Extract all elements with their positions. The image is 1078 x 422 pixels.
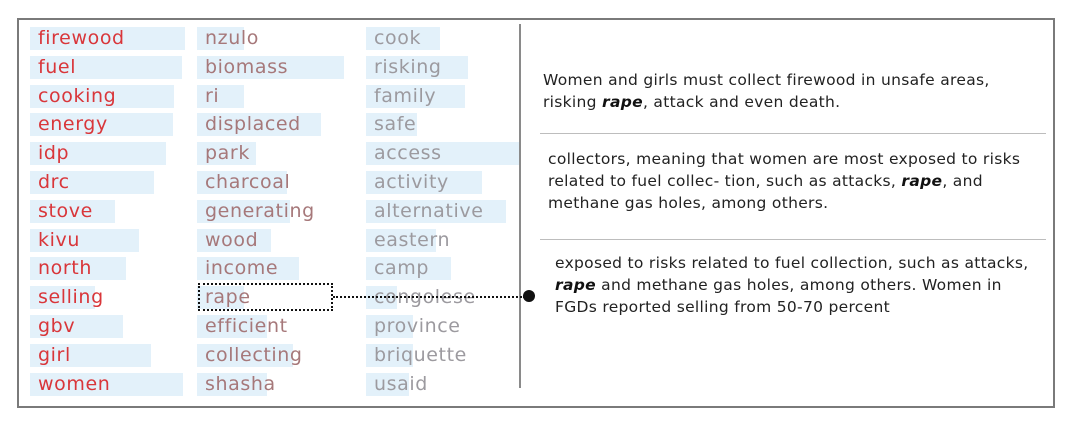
document-snippet-1: Women and girls must collect firewood in… (543, 69, 1023, 113)
term-label: wood (205, 228, 259, 251)
term-label: shasha (205, 372, 276, 395)
term-label: rape (205, 286, 251, 309)
term-weight-bar (197, 257, 299, 281)
term-label: idp (38, 142, 70, 165)
snippet-text-after: , and methane gas holes, among others. (548, 172, 983, 212)
term-label: park (205, 142, 250, 165)
snippet-text-before: Women and girls must collect firewood in… (543, 71, 990, 111)
term-label: women (38, 372, 111, 395)
term-label: alternative (374, 199, 484, 222)
term-label: nzulo (205, 27, 259, 49)
snippet-text-after: , attack and even death. (642, 93, 841, 111)
term-label: cooking (38, 84, 117, 107)
term-weight-bar (30, 113, 173, 137)
snippet-highlight: rape (602, 93, 643, 111)
term-weight-bar (366, 142, 521, 166)
term-weight-bar (366, 343, 413, 367)
term-weight-bar (366, 113, 417, 137)
snippet-separator (540, 239, 1046, 240)
term-weight-bar (30, 314, 123, 338)
snippet-text-before: collectors, meaning that women are most … (548, 150, 1021, 190)
term-label: displaced (205, 113, 301, 136)
term-weight-bar (197, 113, 321, 137)
term-weight-bar (197, 372, 267, 396)
document-snippet-3: exposed to risks related to fuel collect… (555, 252, 1045, 318)
diagram-frame (17, 18, 1055, 408)
term-label: selling (38, 286, 104, 309)
term-weight-bar (197, 142, 256, 166)
link-connector-line (333, 296, 525, 298)
term-label: fuel (38, 55, 77, 78)
term-weight-bar (366, 199, 506, 223)
term-weight-bar (366, 372, 409, 396)
term-weight-bar (366, 228, 436, 252)
term-weight-bar (366, 84, 465, 108)
snippet-text-before: exposed to risks related to fuel collect… (555, 254, 1029, 272)
term-weight-bar (366, 170, 482, 194)
term-label: activity (374, 170, 449, 193)
term-label: camp (374, 257, 430, 280)
term-weight-bar (30, 84, 174, 108)
snippet-text-after: and methane gas holes, among others. Wom… (555, 276, 1002, 316)
term-weight-bar (197, 314, 267, 338)
term-weight-bar (366, 257, 451, 281)
term-weight-bar (197, 170, 287, 194)
term-label: province (374, 314, 461, 337)
term-label: income (205, 257, 279, 280)
term-weight-bar (197, 286, 244, 310)
term-weight-bar (30, 257, 126, 281)
term-weight-bar (30, 55, 182, 79)
term-label: briquette (374, 343, 467, 366)
snippet-highlight: rape (555, 276, 596, 294)
term-label: charcoal (205, 170, 291, 193)
term-label: cook (374, 27, 422, 49)
term-weight-bar (30, 142, 166, 166)
term-label: collecting (205, 343, 303, 366)
column-divider (519, 24, 521, 388)
term-weight-bar (366, 55, 468, 79)
term-weight-bar (197, 228, 271, 252)
term-weight-bar (30, 199, 115, 223)
term-label: generating (205, 199, 315, 222)
term-weight-bar (197, 27, 244, 50)
term-weight-bar (197, 84, 244, 108)
snippet-highlight: rape (901, 172, 943, 190)
term-weight-bar (366, 27, 440, 50)
term-label: ri (205, 84, 220, 107)
term-weight-bar (197, 55, 344, 79)
term-label: kivu (38, 228, 80, 251)
snippet-separator (540, 133, 1046, 134)
term-weight-bar (197, 343, 293, 367)
term-weight-bar (30, 343, 151, 367)
term-weight-bar (30, 372, 183, 396)
term-label: risking (374, 55, 442, 78)
term-label: usaid (374, 372, 428, 395)
term-weight-bar (30, 27, 185, 50)
term-weight-bar (30, 228, 139, 252)
term-label: stove (38, 199, 93, 222)
term-label: biomass (205, 55, 289, 78)
term-weight-bar (30, 170, 154, 194)
term-label: efficient (205, 314, 288, 337)
selected-term-highlight-box (198, 283, 333, 311)
term-label: eastern (374, 228, 451, 251)
term-label: gbv (38, 314, 76, 337)
term-label: drc (38, 170, 70, 193)
link-endpoint-dot (523, 290, 535, 302)
term-label: safe (374, 113, 417, 136)
term-weight-bar (30, 286, 95, 310)
term-label: family (374, 84, 437, 107)
term-weight-bar (366, 314, 413, 338)
term-label: energy (38, 113, 108, 136)
term-label: access (374, 142, 442, 165)
document-snippet-2: collectors, meaning that women are most … (548, 148, 1050, 214)
term-label: firewood (38, 27, 125, 49)
term-label: girl (38, 343, 71, 366)
term-label: north (38, 257, 92, 280)
term-weight-bar (197, 199, 290, 223)
